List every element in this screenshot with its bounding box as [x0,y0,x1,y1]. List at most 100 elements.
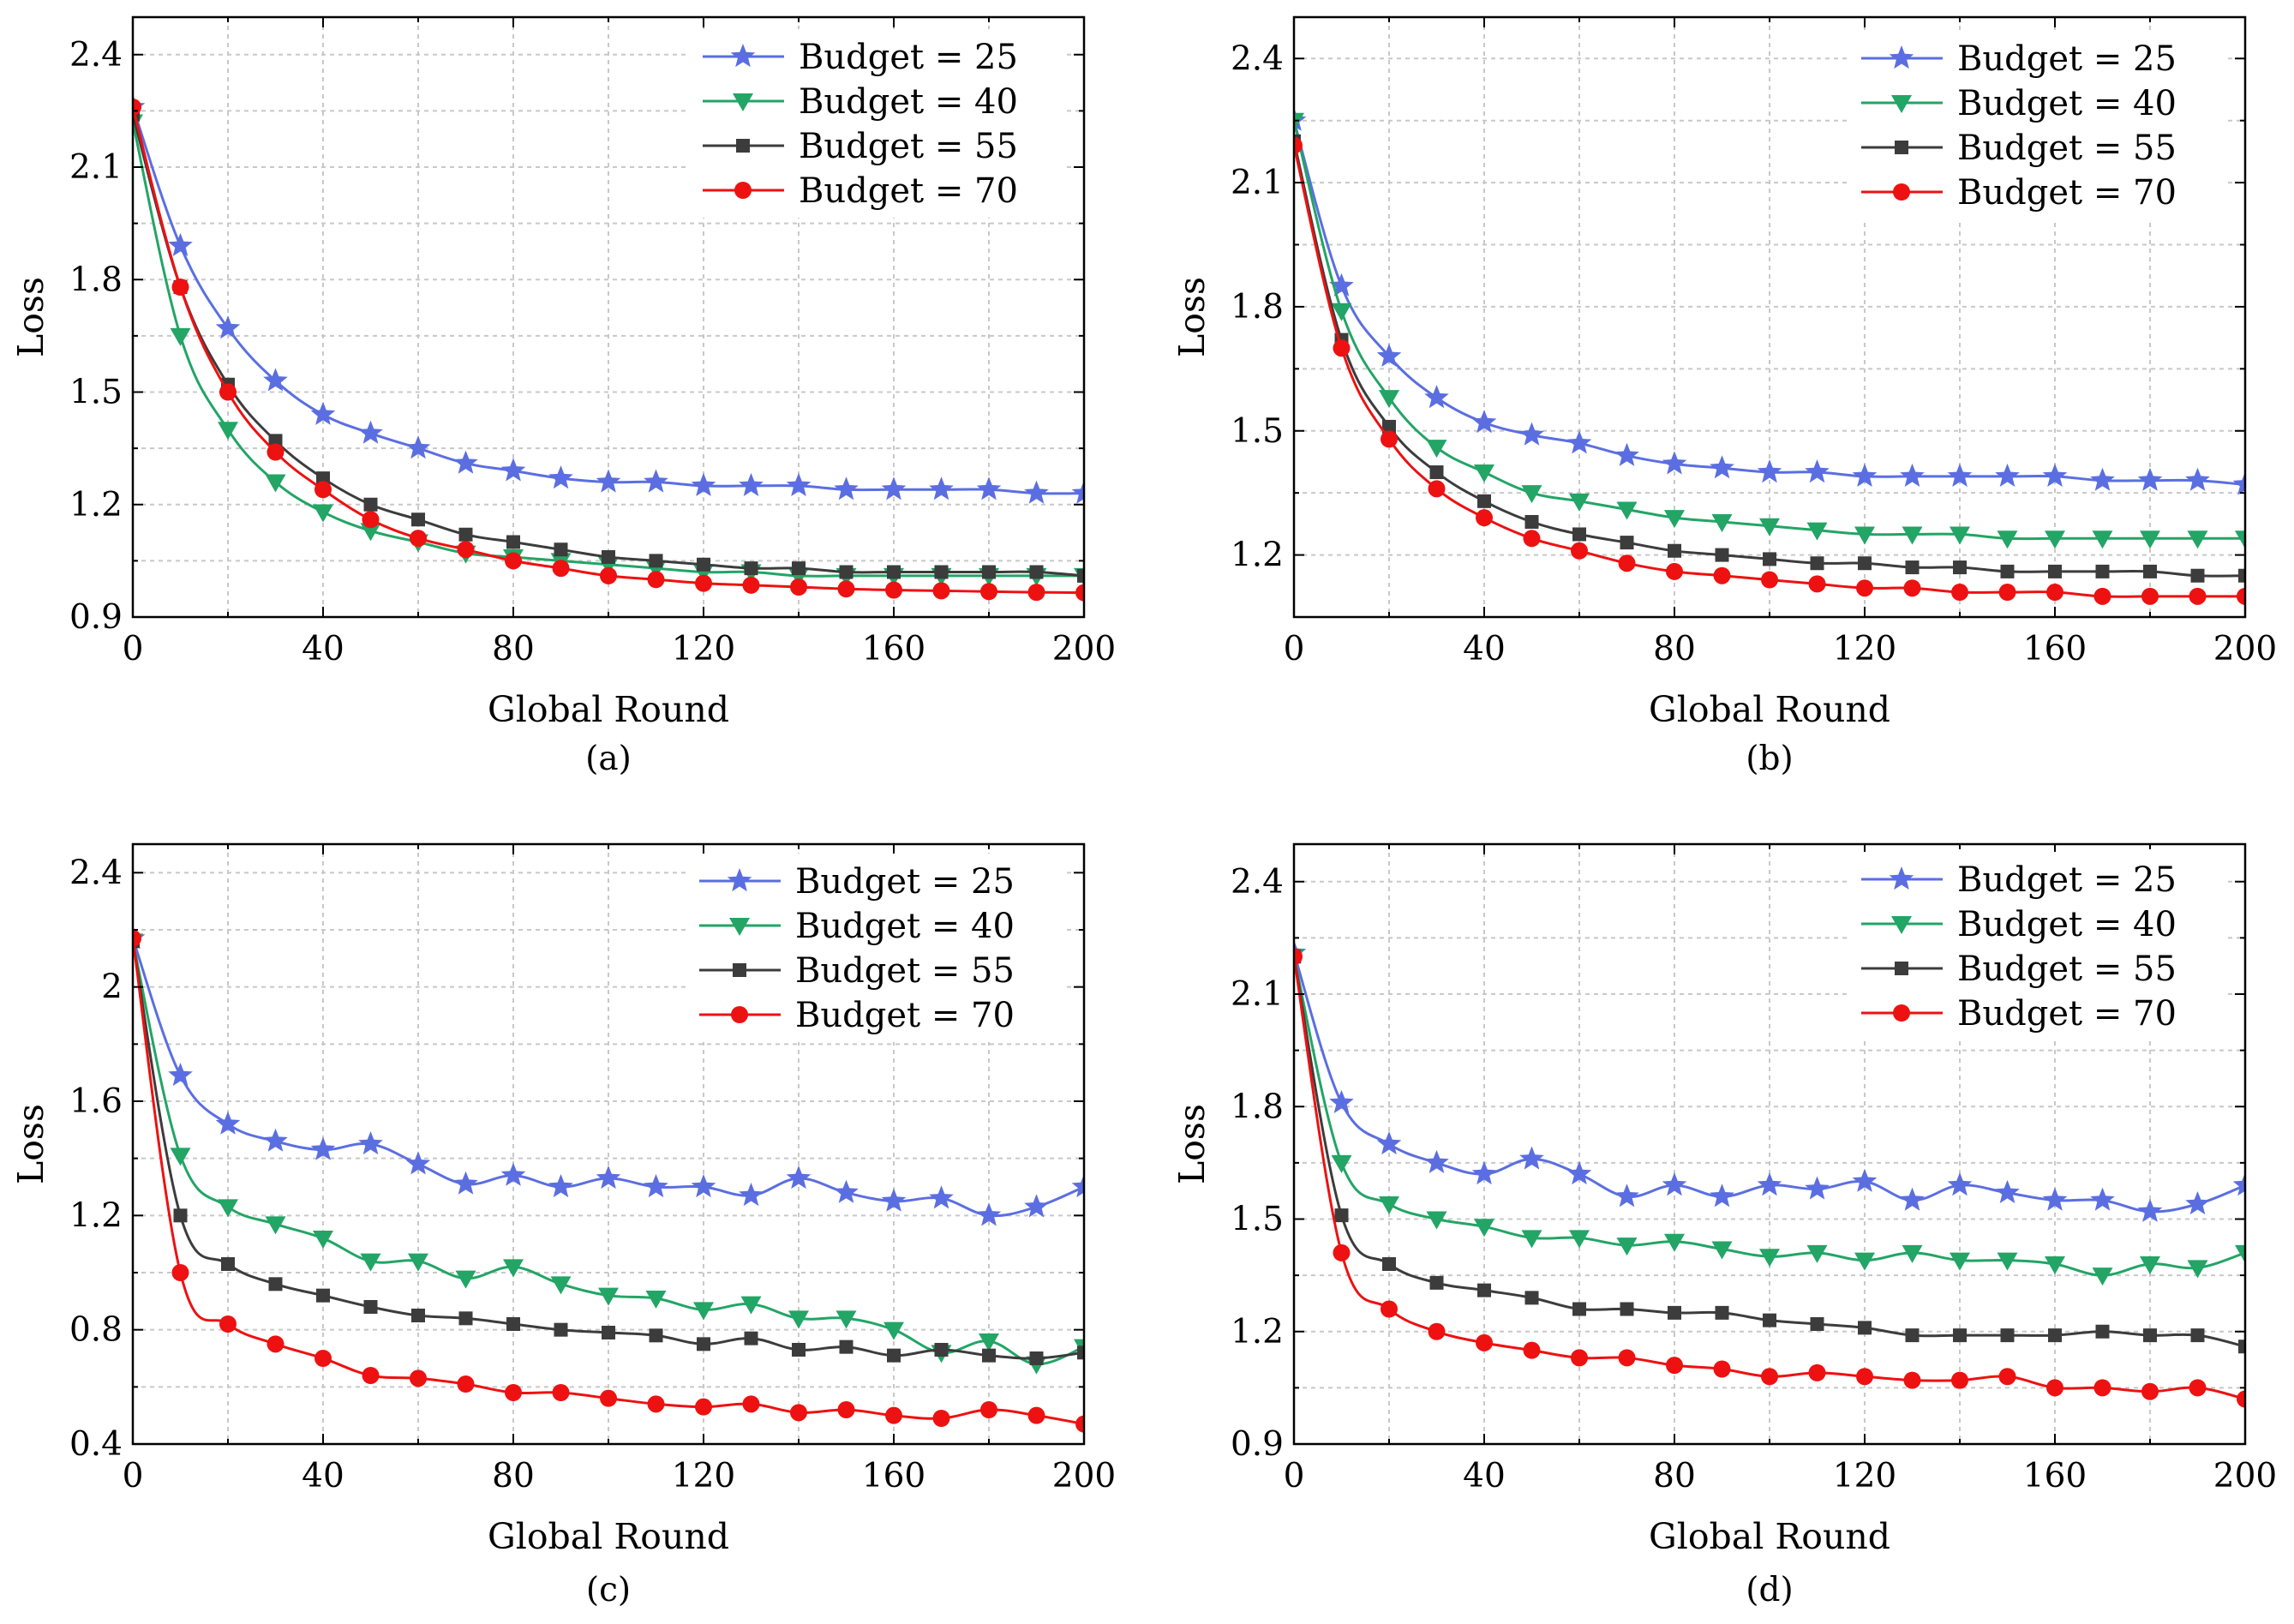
data-point [2090,1187,2115,1211]
data-point [1902,526,1923,545]
data-point [1950,526,1970,545]
legend-label: Budget = 25 [799,38,1018,77]
data-point [1075,584,1084,602]
data-point [1424,385,1449,409]
data-point [1620,1302,1634,1316]
data-point [881,476,907,500]
data-point [1808,1363,1826,1381]
data-point [2045,1256,2065,1274]
data-point [313,1231,333,1249]
data-point [695,574,712,592]
data-point [792,561,806,576]
data-point [2189,1379,2207,1397]
data-point [1614,442,1639,466]
data-point [1947,1172,1973,1196]
series-group [133,94,1084,602]
data-point [2143,564,2157,578]
data-point [1376,1131,1402,1155]
data-point [697,1337,710,1351]
data-point [1075,1415,1084,1433]
legend-marker [1891,95,1912,113]
legend-marker [734,182,752,199]
data-point [1428,480,1446,498]
data-point [649,1328,663,1343]
data-point [837,1401,855,1418]
data-point [363,1300,378,1314]
series-line-1 [133,938,1084,1218]
data-point [602,550,615,564]
data-point [1858,1321,1872,1335]
data-point [2093,587,2111,605]
data-point [1997,1252,2018,1271]
data-point [1379,390,1399,409]
x-tick-label: 160 [2023,630,2087,668]
y-tick-label: 1.8 [1231,1088,1284,1126]
data-point [1477,494,1491,508]
x-tick-label: 0 [1284,630,1305,668]
data-point [1523,530,1541,548]
y-tick-label: 1.2 [69,1196,123,1235]
data-point [170,1148,191,1166]
data-point [221,1257,235,1271]
data-point [552,1384,570,1401]
series-line-2 [1294,956,2245,1277]
data-point [1519,422,1544,446]
data-point [976,476,1002,500]
data-point [1428,1322,1446,1340]
legend-box [686,854,1067,1042]
data-point [313,504,333,523]
data-point [695,1398,712,1416]
data-point [744,1331,758,1345]
data-point [649,554,663,568]
legend: Budget = 25 Budget = 40 Budget = 55 Budget … [1848,31,2228,219]
data-point [2090,467,2115,491]
legend-label: Budget = 55 [1957,950,2177,989]
data-point [1331,1154,1352,1173]
data-point [2190,1328,2205,1343]
series-line-1 [1294,120,2245,486]
x-tick-label: 160 [862,1457,925,1495]
data-point [1662,451,1687,475]
data-point [1381,1300,1398,1318]
data-point [548,465,573,489]
data-point [1905,560,1920,575]
data-point [2095,564,2110,578]
data-point [1761,1368,1778,1386]
data-point [1618,1349,1636,1367]
data-point [1294,948,1303,966]
x-tick-label: 200 [1052,1457,1116,1495]
y-tick-label: 2.1 [69,148,123,187]
data-point [790,578,807,596]
data-point [883,1321,904,1340]
legend-label: Budget = 25 [1957,860,2177,900]
data-point [219,383,237,401]
series-line-1 [1294,952,2245,1214]
data-point [1294,136,1303,154]
data-point [171,1264,189,1281]
data-point [1761,571,1778,589]
x-tick-label: 200 [1052,630,1116,668]
y-tick-label: 2.1 [1231,975,1284,1014]
data-point [786,1166,812,1190]
data-point [1474,464,1494,483]
data-point [1858,556,1872,571]
data-point [647,571,665,589]
data-point [980,1401,997,1418]
data-point [215,1111,241,1135]
data-point [1331,303,1352,321]
data-point [596,1166,621,1190]
data-point [1426,1211,1447,1230]
data-point [2187,1260,2208,1279]
x-tick-label: 120 [1833,1457,1896,1495]
legend-label: Budget = 70 [795,996,1015,1035]
series-line-1 [133,106,1084,495]
data-point [1620,536,1634,550]
data-point [550,1276,572,1295]
data-point [1571,1349,1588,1367]
data-point [1852,1168,1878,1192]
data-point [596,469,621,493]
data-point [411,512,425,527]
data-point [358,1131,383,1155]
data-point [1566,1161,1592,1185]
data-point [1329,273,1354,297]
